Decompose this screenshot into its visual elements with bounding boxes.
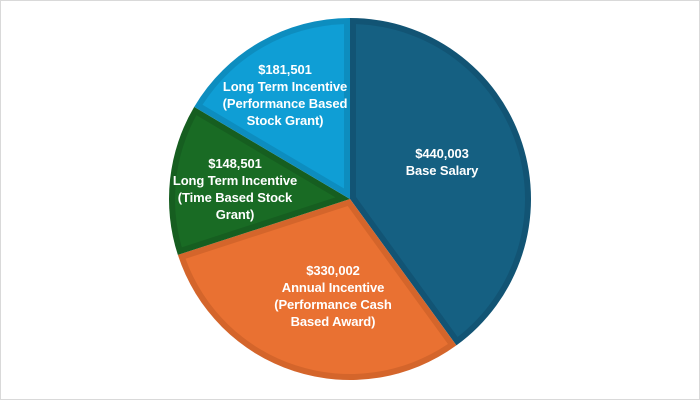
slice-data-label: $148,501 Long Term Incentive (Time Based S… (173, 155, 297, 223)
pie-slice-fill (356, 24, 525, 337)
slice-category: (Time Based Stock (177, 190, 293, 205)
slice-category: (Performance Cash (274, 297, 392, 312)
slice-data-label: $181,501 Long Term Incentive (Performance … (223, 61, 348, 129)
slice-category: Base Salary (405, 163, 479, 178)
slice-category: (Performance Based (222, 96, 348, 111)
slice-value: $440,003 (415, 146, 469, 161)
slice-category: Annual Incentive (281, 280, 385, 295)
slice-value: $148,501 (208, 156, 262, 171)
slice-data-label: $440,003 Base Salary (406, 145, 479, 179)
slice-value: $330,002 (306, 263, 360, 278)
pie-slice-fill (202, 24, 344, 189)
slice-data-label: $330,002 Annual Incentive (Performance Cas… (274, 262, 392, 330)
slice-category: Long Term Incentive (172, 173, 298, 188)
slice-category: Based Award) (290, 314, 376, 329)
slice-value: $181,501 (258, 62, 312, 77)
slice-category: Grant) (215, 207, 255, 222)
slice-category: Stock Grant) (246, 113, 324, 128)
pie-slice-fill (175, 115, 336, 248)
pie-slice-fill (185, 206, 448, 374)
slice-category: Long Term Incentive (222, 79, 348, 94)
